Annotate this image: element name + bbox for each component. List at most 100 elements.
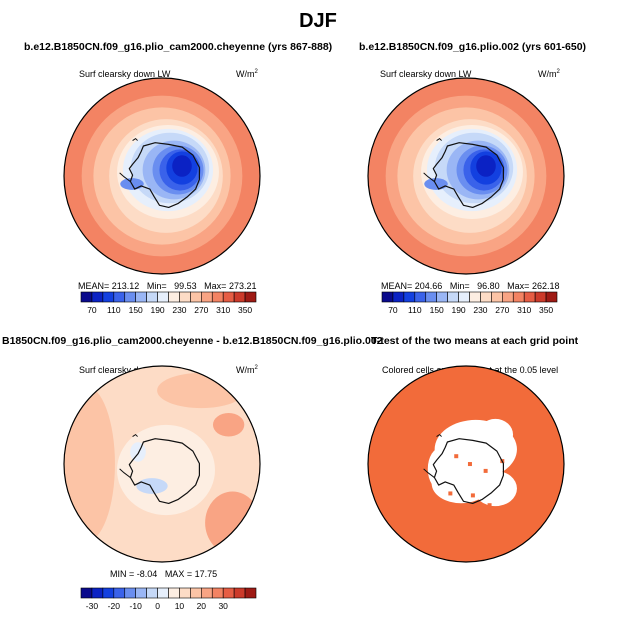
colorbar-swatch	[545, 291, 558, 303]
colorbar-tick-label: 0	[155, 601, 160, 611]
panel-3-max: 17.75	[194, 569, 218, 579]
panel-3-stats: MIN = -8.04 MAX = 17.75	[110, 569, 218, 579]
diff-cool-patch-2	[130, 442, 146, 462]
ttest-sig-cell-2	[483, 468, 488, 473]
colorbar-tick-label: 230	[473, 305, 487, 315]
island-coast	[132, 433, 138, 437]
colorbar-tick-label: 350	[539, 305, 553, 315]
panel-4-title: T-test of the two means at each grid poi…	[371, 335, 579, 347]
colorbar-swatch	[233, 587, 246, 599]
colorbar-swatch	[135, 291, 147, 303]
map-panel-3	[64, 366, 260, 562]
ttest-sig-cell-5	[470, 493, 475, 498]
colorbar-swatch	[480, 291, 492, 303]
diff-cool-patch-1	[136, 478, 168, 494]
coastline	[432, 438, 504, 504]
colorbar-swatch	[222, 291, 235, 303]
colorbar-tick-label: 20	[197, 601, 207, 611]
colorbar-swatch	[190, 291, 202, 303]
colorbar-swatch	[392, 291, 405, 303]
colorbar-tick-label: 70	[388, 305, 398, 315]
colorbar-swatch	[157, 291, 169, 303]
colorbar-tick-label: 110	[408, 305, 422, 315]
colorbar-swatch	[414, 291, 427, 303]
colorbar-swatch	[91, 587, 104, 599]
peninsula-coast	[423, 468, 435, 478]
colorbar-tick-label: 150	[430, 305, 444, 315]
panel-2-mean: 204.66	[414, 281, 443, 291]
coastline	[432, 142, 504, 208]
colorbar-swatch	[403, 291, 416, 303]
ttest-sig-cell-1	[467, 462, 472, 467]
colorbar-swatch	[80, 587, 93, 599]
map-border	[367, 77, 565, 275]
panel-3-title: B1850CN.f09_g16.plio_cam2000.cheyenne - …	[2, 335, 383, 347]
colorbar-swatch	[157, 587, 169, 599]
colorbar-swatch	[523, 291, 536, 303]
colorbar-3: -30 -20 -10 0 10 20 30	[80, 587, 257, 611]
colorbar-swatch	[469, 291, 481, 303]
colorbar-swatch	[102, 291, 115, 303]
panel-1-mean: 213.12	[111, 281, 140, 291]
colorbar-swatch	[146, 587, 158, 599]
map-border	[367, 365, 565, 563]
panel-1-variable: Surf clearsky down LW	[79, 69, 171, 79]
panel-3-variable: Surf clearsky down LW	[79, 365, 171, 375]
colorbar-swatch	[124, 587, 136, 599]
colorbar-1: 70 110 150 190 230 270 310 350	[80, 291, 257, 315]
colorbar-swatch	[502, 291, 514, 303]
island-coast	[436, 137, 442, 141]
panel-1-title: b.e12.B1850CN.f09_g16.plio_cam2000.cheye…	[24, 41, 333, 53]
colorbar-2: 70 110 150 190 230 270 310 350	[381, 291, 558, 315]
panel-2-title: b.e12.B1850CN.f09_g16.plio.002 (yrs 601-…	[359, 41, 587, 53]
ttest-not-significant-4	[477, 418, 514, 451]
colorbar-swatch	[113, 291, 126, 303]
colorbar-swatch	[534, 291, 547, 303]
colorbar-swatch	[124, 291, 136, 303]
panel-2-min: 96.80	[477, 281, 500, 291]
colorbar-tick-label: 190	[451, 305, 465, 315]
colorbar-swatch	[168, 587, 180, 599]
panel-1-max: 273.21	[228, 281, 257, 291]
diff-southeast-warm	[205, 491, 260, 555]
colorbar-swatch	[91, 291, 104, 303]
colorbar-swatch	[102, 587, 115, 599]
peninsula-coast	[119, 468, 131, 478]
colorbar-swatch	[233, 291, 246, 303]
panel-1-min: 99.53	[174, 281, 197, 291]
field-ice-6	[476, 155, 496, 177]
colorbar-swatch	[425, 291, 437, 303]
panel-1-units: W/m2	[236, 69, 258, 79]
colorbar-tick-label: -20	[108, 601, 121, 611]
coastline	[128, 142, 200, 208]
colorbar-swatch	[458, 291, 470, 303]
colorbar-swatch	[201, 587, 213, 599]
island-coast	[436, 433, 442, 437]
map-panel-4	[368, 366, 564, 562]
ttest-sig-cell-3	[454, 454, 459, 459]
colorbar-swatch	[179, 587, 191, 599]
colorbar-swatch	[512, 291, 525, 303]
colorbar-swatch	[381, 291, 394, 303]
colorbar-swatch	[436, 291, 448, 303]
colorbar-tick-label: 270	[495, 305, 509, 315]
map-border	[63, 77, 261, 275]
colorbar-tick-label: 310	[216, 305, 230, 315]
colorbar-tick-label: 30	[218, 601, 228, 611]
diff-west-warm	[64, 385, 115, 543]
colorbar-swatch	[135, 587, 147, 599]
colorbar-tick-label: 190	[150, 305, 164, 315]
colorbar-swatch	[201, 291, 213, 303]
colorbar-tick-label: 10	[175, 601, 185, 611]
page-title: DJF	[299, 10, 337, 32]
ttest-not-significant-5	[427, 447, 456, 491]
peninsula-coast	[119, 172, 131, 182]
panel-3-units: W/m2	[236, 365, 258, 375]
colorbar-swatch	[447, 291, 459, 303]
colorbar-swatch	[211, 587, 224, 599]
colorbar-swatch	[80, 291, 93, 303]
diff-north-warm	[157, 372, 246, 409]
panel-2-stats: MEAN= 204.66 Min= 96.80 Max= 262.18	[381, 281, 560, 291]
panel-3-min: -8.04	[136, 569, 158, 579]
